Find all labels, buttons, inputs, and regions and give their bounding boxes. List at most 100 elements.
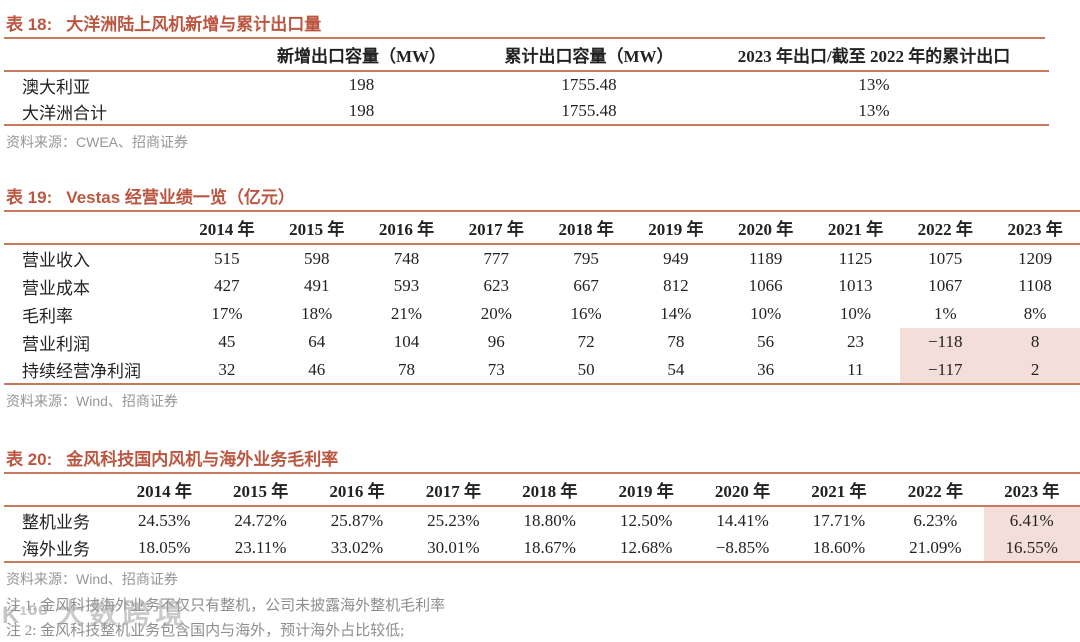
table20: 2014 年 2015 年 2016 年 2017 年 2018 年 2019 年 2020… bbox=[4, 474, 1080, 563]
row-label: 澳大利亚 bbox=[22, 77, 90, 97]
year-col: 2018 年 bbox=[501, 474, 598, 507]
cell: 748 bbox=[393, 248, 420, 268]
cell: 12.50% bbox=[619, 510, 673, 530]
cell: 10% bbox=[839, 304, 872, 323]
table18-header-row: 新增出口容量（MW） 累计出口容量（MW） 2023 年出口/截至 2022 年… bbox=[4, 39, 1049, 72]
table18-title: 表 18: 大洋洲陆上风机新增与累计出口量 bbox=[4, 13, 1045, 39]
cell: 16% bbox=[570, 304, 602, 323]
year-col: 2023 年 bbox=[983, 474, 1080, 507]
section-table19: 表 19: Vestas 经营业绩一览（亿元） 2014 年 2015 年 2016 … bbox=[4, 186, 1080, 411]
cell: 6.41% bbox=[983, 506, 1080, 534]
year-header-row: 2014 年 2015 年 2016 年 2017 年 2018 年 2019 年 2020… bbox=[4, 474, 1080, 507]
cell: 1209 bbox=[1018, 248, 1053, 268]
table19-number: 表 19: bbox=[6, 188, 53, 207]
cell: 777 bbox=[483, 248, 510, 268]
year-col: 2020 年 bbox=[694, 474, 791, 507]
table19: 2014 年 2015 年 2016 年 2017 年 2018 年 2019 年 2020… bbox=[4, 212, 1080, 385]
year-col: 2023 年 bbox=[990, 212, 1080, 245]
cell: 16.55% bbox=[983, 534, 1080, 563]
cell: 17% bbox=[211, 304, 243, 323]
cell: 18.05% bbox=[116, 534, 213, 563]
table20-source: 资料来源：Wind、招商证券 bbox=[6, 571, 178, 587]
table-row: 毛利率 17% 18% 21% 20% 16% 14% 10% 10% 1% 8% bbox=[4, 300, 1080, 328]
cell: 33.02% bbox=[308, 534, 406, 563]
year-col: 2016 年 bbox=[308, 474, 406, 507]
year-col: 2015 年 bbox=[212, 474, 309, 507]
cell: 198 bbox=[348, 75, 375, 94]
cell: 2 bbox=[990, 356, 1080, 385]
cell: 1013 bbox=[838, 276, 873, 295]
table20-title: 表 20: 金风科技国内风机与海外业务毛利率 bbox=[4, 448, 1080, 474]
cell: 17.71% bbox=[812, 510, 866, 530]
cell: 78 bbox=[361, 356, 452, 385]
cell: 623 bbox=[483, 276, 510, 295]
cell: 45 bbox=[218, 332, 236, 351]
cell: −117 bbox=[900, 356, 991, 385]
table18-source: 资料来源：CWEA、招商证券 bbox=[6, 134, 188, 150]
year-col: 2020 年 bbox=[720, 212, 811, 245]
cell: 12.68% bbox=[597, 534, 695, 563]
section-table20: 表 20: 金风科技国内风机与海外业务毛利率 2014 年 2015 年 2016 年… bbox=[4, 448, 1080, 642]
year-col: 2017 年 bbox=[405, 474, 502, 507]
cell: 1125 bbox=[838, 248, 873, 268]
cell: 14.41% bbox=[716, 510, 769, 530]
table18-number: 表 18: bbox=[6, 15, 53, 34]
year-col: 2018 年 bbox=[541, 212, 631, 245]
cell: 11 bbox=[810, 356, 901, 385]
cell: 18.80% bbox=[523, 510, 576, 530]
cell: 64 bbox=[308, 332, 326, 351]
cell: 56 bbox=[757, 332, 775, 351]
year-col: 2017 年 bbox=[451, 212, 542, 245]
cell: 46 bbox=[271, 356, 362, 385]
table19-source: 资料来源：Wind、招商证券 bbox=[6, 393, 178, 409]
cell: 667 bbox=[573, 276, 599, 295]
table20-title-text: 金风科技国内风机与海外业务毛利率 bbox=[66, 450, 339, 469]
year-col: 2015 年 bbox=[271, 212, 362, 245]
cell: 427 bbox=[214, 276, 240, 295]
cell: 1108 bbox=[1018, 276, 1052, 295]
cell: 795 bbox=[573, 248, 599, 268]
cell: 812 bbox=[663, 276, 689, 295]
table-row: 大洋洲合计 198 1755.48 13% bbox=[4, 98, 1049, 126]
note-2: 注 2: 金风科技整机业务包含国内与海外，预计海外占比较低; bbox=[6, 623, 405, 639]
row-label: 大洋洲合计 bbox=[4, 98, 244, 126]
table-row: 营业利润 45 64 104 96 72 78 56 23 −118 8 bbox=[4, 328, 1080, 356]
year-col-empty bbox=[4, 474, 116, 507]
cell: 18.67% bbox=[501, 534, 598, 563]
row-label: 营业收入 bbox=[22, 251, 90, 270]
cell: 1189 bbox=[748, 248, 783, 268]
cell: 18.60% bbox=[790, 534, 888, 563]
table-row: 海外业务 18.05% 23.11% 33.02% 30.01% 18.67% 12.68%… bbox=[4, 534, 1080, 563]
cell: 6.23% bbox=[913, 510, 958, 530]
year-col: 2014 年 bbox=[182, 212, 272, 245]
cell: 8 bbox=[990, 328, 1080, 356]
cell: 515 bbox=[214, 248, 240, 268]
year-col-empty bbox=[4, 212, 182, 245]
year-col: 2019 年 bbox=[630, 212, 721, 245]
table18-col-ratio: 2023 年出口/截至 2022 年的累计出口 bbox=[699, 39, 1049, 72]
cell: 10% bbox=[750, 304, 782, 323]
row-label: 整机业务 bbox=[22, 513, 90, 532]
cell: 24.53% bbox=[137, 510, 191, 530]
cell: 8% bbox=[1023, 304, 1047, 323]
row-label: 营业成本 bbox=[22, 278, 90, 298]
cell: 25.87% bbox=[330, 510, 384, 530]
cell: 1075 bbox=[928, 248, 963, 268]
cell: 21.09% bbox=[887, 534, 984, 563]
cell: 30.01% bbox=[405, 534, 502, 563]
row-label: 营业利润 bbox=[22, 334, 90, 354]
year-col: 2021 年 bbox=[790, 474, 888, 507]
cell: 104 bbox=[393, 332, 420, 351]
year-col: 2022 年 bbox=[887, 474, 984, 507]
table18-col-cum-export: 累计出口容量（MW） bbox=[479, 39, 699, 72]
cell: 21% bbox=[390, 304, 423, 323]
cell: 491 bbox=[303, 276, 330, 295]
cell: 20% bbox=[480, 304, 512, 323]
cell: 14% bbox=[660, 304, 692, 323]
year-header-row: 2014 年 2015 年 2016 年 2017 年 2018 年 2019 年 2020… bbox=[4, 212, 1080, 245]
cell: 54 bbox=[630, 356, 721, 385]
table-row: 整机业务 24.53% 24.72% 25.87% 25.23% 18.80% 12.50%… bbox=[4, 506, 1080, 534]
table-row: 澳大利亚 198 1755.48 13% bbox=[4, 71, 1049, 98]
cell: −8.85% bbox=[694, 534, 791, 563]
